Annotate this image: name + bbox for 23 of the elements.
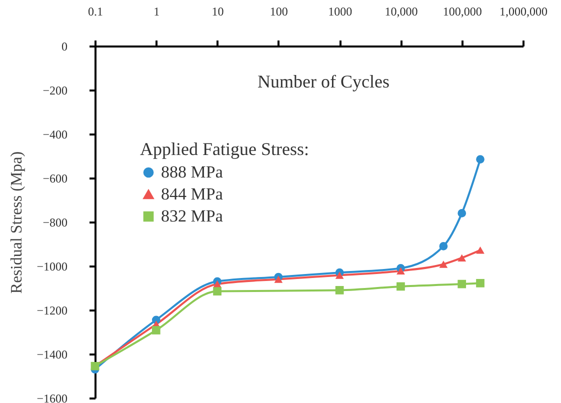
y-tick-label: −1000 — [36, 260, 68, 274]
x-tick-label: 10,000 — [384, 4, 418, 18]
x-tick-label: 0.1 — [88, 4, 103, 18]
legend-label: 888 MPa — [161, 162, 224, 182]
legend-label: 844 MPa — [161, 184, 224, 204]
x-tick-label: 10 — [212, 4, 224, 18]
y-tick-label: −600 — [42, 172, 68, 186]
legend-title: Applied Fatigue Stress: — [140, 139, 309, 159]
x-tick-label: 1 — [154, 4, 160, 18]
x-axis-title: Number of Cycles — [258, 72, 390, 92]
y-tick-label: −400 — [42, 128, 68, 142]
y-tick-label: −200 — [42, 84, 68, 98]
x-tick-label: 1000 — [328, 4, 352, 18]
y-tick-label: 0 — [62, 40, 68, 54]
legend-label: 832 MPa — [161, 206, 224, 226]
y-tick-label: −1400 — [36, 348, 68, 362]
y-tick-label: −800 — [42, 216, 68, 230]
y-axis-title: Residual Stress (Mpa) — [8, 151, 26, 294]
y-tick-label: −1200 — [36, 304, 68, 318]
x-tick-label: 100 — [270, 4, 288, 18]
x-tick-label: 100,000 — [442, 4, 482, 18]
y-tick-label: −1600 — [36, 392, 68, 403]
x-tick-label: 1,000,000 — [500, 4, 548, 18]
